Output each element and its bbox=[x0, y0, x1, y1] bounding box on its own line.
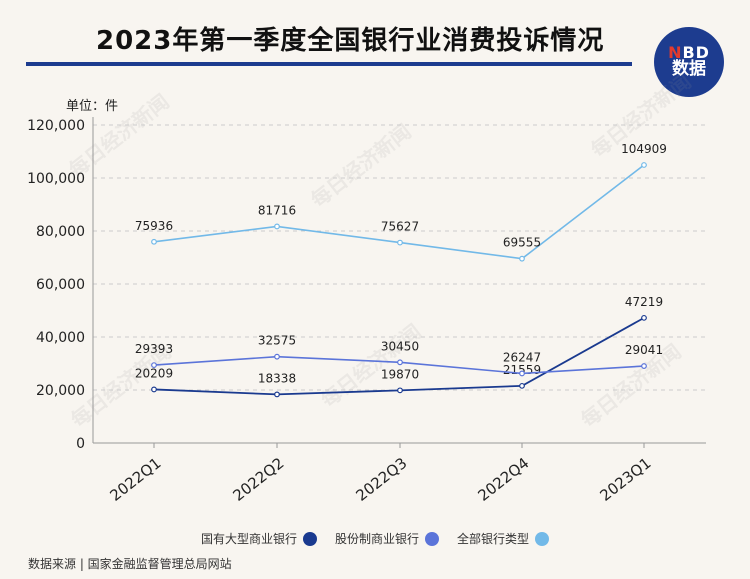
data-point bbox=[274, 391, 280, 398]
x-tick-label: 2022Q2 bbox=[229, 454, 287, 505]
data-point bbox=[151, 238, 157, 245]
legend-swatch bbox=[535, 531, 550, 546]
y-tick-label: 60,000 bbox=[36, 277, 85, 293]
legend-item-large-state[interactable]: 国有大型商业银行 bbox=[201, 530, 317, 547]
x-tick-label: 2022Q3 bbox=[352, 454, 410, 505]
legend-item-joint-stock[interactable]: 股份制商业银行 bbox=[335, 530, 439, 547]
legend-label: 国有大型商业银行 bbox=[200, 532, 297, 546]
series-line bbox=[153, 317, 645, 396]
data-label: 29393 bbox=[135, 342, 173, 356]
title-underline bbox=[26, 62, 632, 66]
data-point bbox=[274, 223, 280, 230]
logo-text-bd: BD bbox=[682, 42, 710, 62]
data-label: 20209 bbox=[135, 366, 173, 380]
data-label: 47219 bbox=[625, 295, 663, 309]
logo-text-data: 数据 bbox=[672, 59, 706, 80]
y-tick-label: 0 bbox=[76, 436, 85, 452]
data-point bbox=[641, 162, 647, 168]
legend-swatch bbox=[425, 531, 439, 546]
y-tick-label: 40,000 bbox=[36, 330, 85, 346]
data-point bbox=[151, 362, 157, 369]
legend: 国有大型商业银行 股份制商业银行 全部银行类型 bbox=[0, 530, 750, 547]
data-label: 19870 bbox=[381, 367, 419, 381]
data-label: 69555 bbox=[503, 236, 541, 250]
data-label: 81716 bbox=[258, 203, 296, 217]
logo-text-nbd: NBD bbox=[668, 42, 710, 62]
data-point bbox=[151, 386, 157, 393]
data-label: 32575 bbox=[258, 334, 296, 348]
data-point bbox=[641, 363, 647, 369]
data-point bbox=[397, 387, 403, 394]
data-label: 26247 bbox=[503, 350, 541, 364]
legend-swatch bbox=[302, 531, 317, 546]
data-point bbox=[274, 353, 280, 360]
data-source: 数据来源 | 国家金融监督管理总局网站 bbox=[28, 557, 232, 571]
x-tick-label: 2023Q1 bbox=[596, 454, 654, 505]
data-label: 75627 bbox=[381, 220, 419, 234]
y-tick-label: 120,000 bbox=[27, 118, 85, 134]
data-label: 75936 bbox=[135, 219, 173, 233]
y-tick-label: 20,000 bbox=[36, 383, 85, 399]
unit-label: 单位：件 bbox=[66, 99, 119, 114]
data-point bbox=[397, 239, 403, 246]
legend-label: 全部银行类型 bbox=[457, 532, 530, 546]
nbd-logo: NBD 数据 bbox=[654, 27, 724, 97]
data-label: 104909 bbox=[621, 142, 667, 156]
logo-text-n: N bbox=[668, 42, 683, 62]
data-point bbox=[519, 255, 525, 262]
data-point bbox=[397, 359, 403, 366]
y-tick-label: 100,000 bbox=[27, 171, 85, 187]
data-label: 29041 bbox=[625, 343, 663, 357]
data-point bbox=[519, 370, 525, 377]
chart-title: 2023年第一季度全国银行业消费投诉情况 bbox=[96, 26, 605, 56]
legend-item-all-banks[interactable]: 全部银行类型 bbox=[457, 530, 550, 547]
y-tick-label: 80,000 bbox=[36, 224, 85, 240]
data-label: 30450 bbox=[381, 339, 419, 353]
x-tick-label: 2022Q1 bbox=[106, 454, 164, 505]
x-tick-label: 2022Q4 bbox=[474, 454, 532, 505]
data-point bbox=[519, 382, 525, 389]
data-label: 18338 bbox=[258, 371, 296, 385]
legend-label: 股份制商业银行 bbox=[334, 532, 419, 546]
data-point bbox=[641, 314, 647, 321]
